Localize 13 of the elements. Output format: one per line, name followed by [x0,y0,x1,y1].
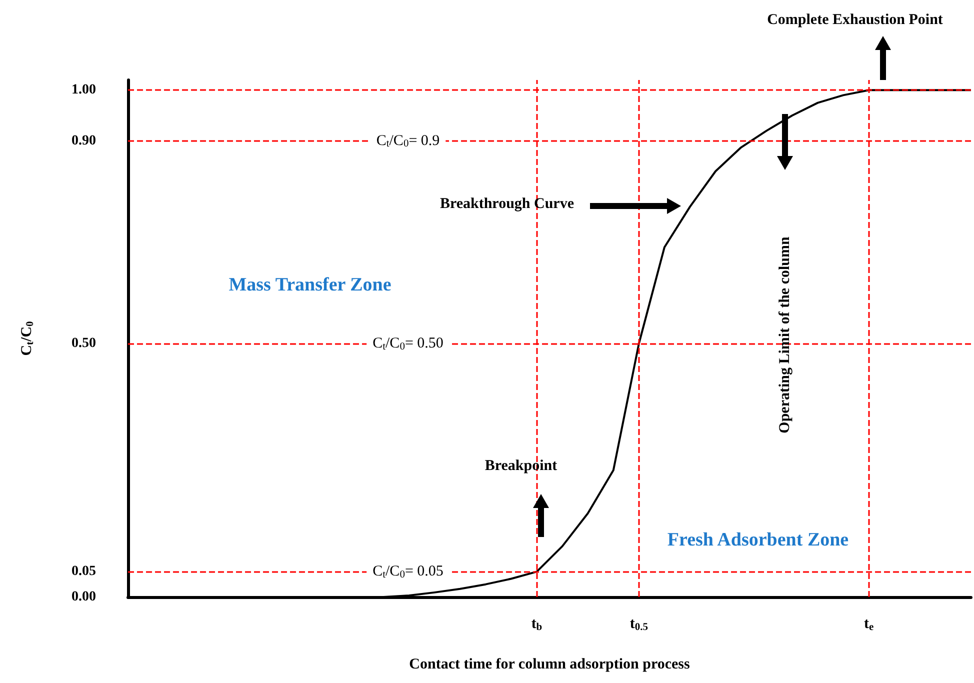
annotation: Fresh Adsorbent Zone [667,530,849,550]
text: Complete Exhaustion Point [767,12,943,28]
annotation: Operating Limit of the column [777,236,793,434]
y-tick-label: 0.05 [72,564,96,580]
y-tick-label: 1.00 [72,82,96,98]
annotation: Breakthrough Curve [440,196,574,212]
y-tick-label: 0.50 [72,336,96,352]
annotation: Mass Transfer Zone [228,274,392,296]
y-tick-label: 0.00 [72,590,96,604]
x-axis-title: Contact time for column adsorption process [409,656,690,672]
y-axis-title: Ct/C0 [19,321,36,356]
y-tick-label: 0.90 [72,133,96,148]
annotation: Breakpoint [484,458,558,474]
